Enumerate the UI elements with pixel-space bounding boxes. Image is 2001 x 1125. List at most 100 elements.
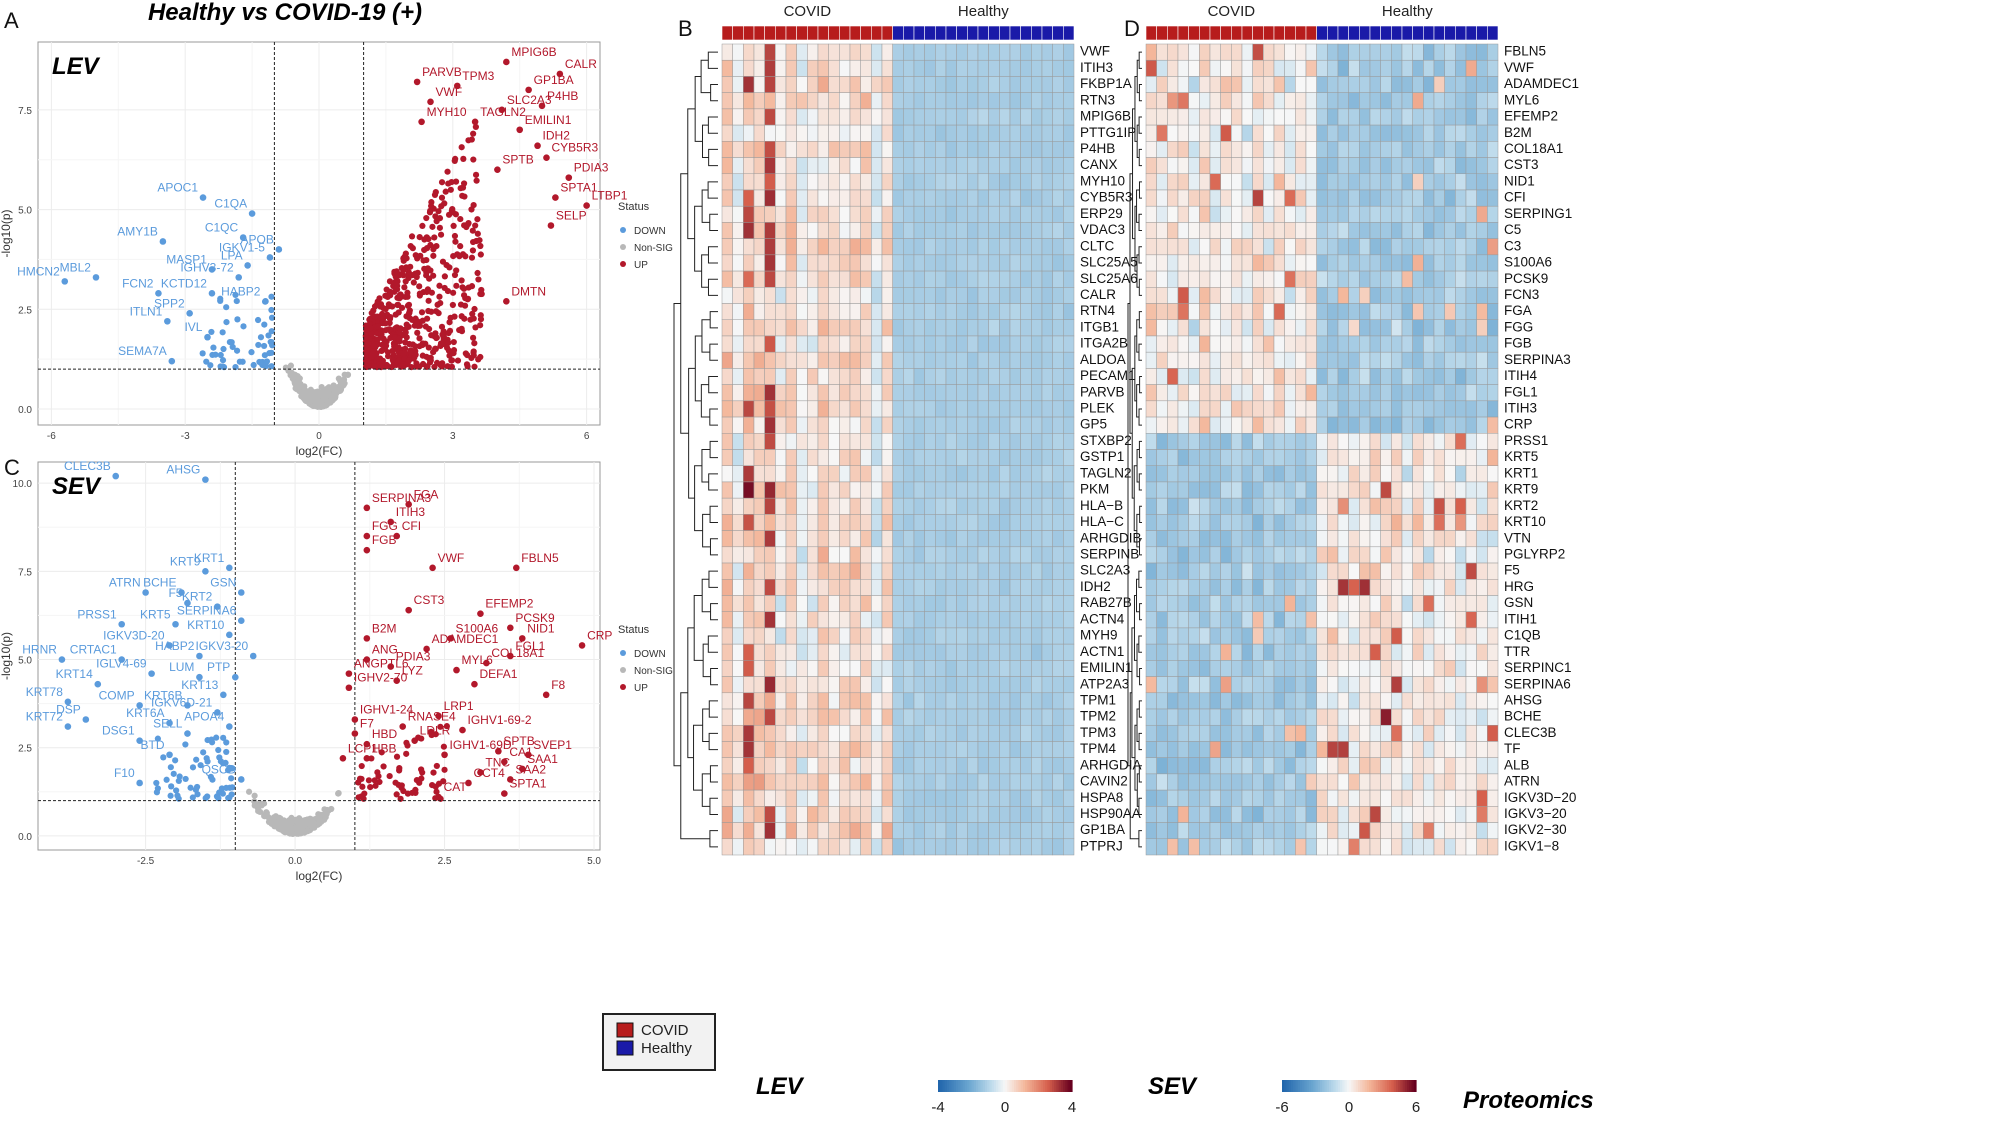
heatmap-cell bbox=[753, 351, 765, 369]
heatmap-cell bbox=[1220, 351, 1232, 369]
heatmap-cell bbox=[967, 806, 979, 823]
heatmap-cell bbox=[1327, 238, 1339, 256]
heatmap-cell bbox=[1316, 627, 1328, 645]
labeled-point bbox=[226, 723, 233, 730]
heatmap-cell bbox=[1241, 530, 1253, 548]
heatmap-cell bbox=[839, 838, 851, 856]
heatmap-cell bbox=[1031, 643, 1043, 661]
data-point bbox=[377, 334, 385, 341]
heatmap-cell bbox=[1348, 238, 1360, 256]
data-point bbox=[448, 178, 455, 186]
row-label: PKM bbox=[1080, 482, 1109, 497]
color-scale-step bbox=[962, 1080, 966, 1092]
heatmap-cell bbox=[1348, 384, 1360, 402]
heatmap-cell bbox=[839, 157, 851, 175]
heatmap-cell bbox=[1009, 141, 1021, 158]
heatmap-cell bbox=[1041, 724, 1053, 742]
heatmap-cell bbox=[1220, 189, 1232, 207]
heatmap-cell bbox=[1220, 157, 1232, 175]
heatmap-cell bbox=[1252, 416, 1264, 434]
heatmap-cell bbox=[1231, 611, 1243, 629]
point-label: SPTA1 bbox=[560, 181, 597, 195]
heatmap-cell bbox=[1052, 579, 1064, 596]
data-point bbox=[441, 273, 448, 280]
heatmap-cell bbox=[1455, 205, 1467, 223]
heatmap-cell bbox=[1423, 465, 1435, 483]
heatmap-cell bbox=[1487, 627, 1499, 645]
data-point bbox=[437, 340, 445, 347]
heatmap-cell bbox=[1359, 59, 1371, 77]
heatmap-cell bbox=[1063, 287, 1075, 304]
heatmap-cell bbox=[1241, 481, 1253, 499]
heatmap-cell bbox=[1348, 303, 1360, 320]
heatmap-cell bbox=[1220, 579, 1232, 596]
heatmap-cell bbox=[956, 562, 968, 580]
heatmap-cell bbox=[1391, 465, 1403, 483]
labeled-point bbox=[351, 716, 359, 723]
heatmap-cell bbox=[1177, 351, 1189, 369]
heatmap-cell bbox=[924, 757, 936, 775]
heatmap-cell bbox=[1209, 43, 1221, 61]
heatmap-cell bbox=[721, 497, 733, 515]
heatmap-cell bbox=[999, 660, 1011, 677]
heatmap-cell bbox=[732, 319, 744, 337]
heatmap-cell bbox=[1380, 319, 1392, 337]
heatmap-cell bbox=[1156, 222, 1168, 239]
row-label: EFEMP2 bbox=[1504, 109, 1558, 124]
heatmap-cell bbox=[1041, 384, 1053, 402]
heatmap-cell bbox=[999, 270, 1011, 288]
dendrogram-branch bbox=[710, 84, 718, 102]
heatmap-cell bbox=[839, 141, 851, 158]
heatmap-cell bbox=[945, 595, 957, 612]
heatmap-cell bbox=[764, 433, 776, 450]
heatmap-cell bbox=[977, 465, 989, 483]
heatmap-cell bbox=[913, 449, 925, 466]
heatmap-cell bbox=[903, 238, 915, 256]
heatmap-cell bbox=[1337, 43, 1349, 61]
heatmap-cell bbox=[1252, 481, 1264, 499]
panel-letter-c: C bbox=[4, 455, 20, 480]
dendrogram-branch bbox=[707, 635, 718, 653]
data-point bbox=[471, 340, 478, 347]
data-point bbox=[436, 282, 443, 289]
heatmap-cell bbox=[1316, 92, 1328, 110]
heatmap-cell bbox=[1487, 254, 1499, 272]
data-point bbox=[229, 784, 236, 791]
heatmap-cell bbox=[1041, 205, 1053, 223]
data-point bbox=[433, 334, 440, 342]
heatmap-cell bbox=[1476, 319, 1488, 337]
heatmap-cell bbox=[945, 351, 957, 369]
heatmap-cell bbox=[1041, 514, 1053, 531]
heatmap-cell bbox=[1231, 157, 1243, 175]
heatmap-cell bbox=[817, 724, 829, 742]
heatmap-cell bbox=[1220, 497, 1232, 515]
heatmap-cell bbox=[817, 108, 829, 126]
heatmap-cell bbox=[1231, 335, 1243, 353]
heatmap-cell bbox=[1327, 416, 1339, 434]
heatmap-cell bbox=[1487, 222, 1499, 239]
row-label: S100A6 bbox=[1504, 255, 1552, 270]
heatmap-cell bbox=[1220, 481, 1232, 499]
heatmap-cell bbox=[1041, 368, 1053, 385]
heatmap-cell bbox=[1020, 254, 1032, 272]
heatmap-cell bbox=[1031, 43, 1043, 61]
heatmap-cell bbox=[1220, 368, 1232, 385]
heatmap-cell bbox=[1063, 611, 1075, 629]
heatmap-cell bbox=[1476, 530, 1488, 548]
heatmap-cell bbox=[956, 189, 968, 207]
heatmap-cell bbox=[1465, 433, 1477, 450]
data-point bbox=[433, 218, 440, 225]
heatmap-cell bbox=[1199, 400, 1211, 418]
heatmap-cell bbox=[1465, 368, 1477, 385]
heatmap-cell bbox=[785, 676, 797, 694]
heatmap-cell bbox=[860, 724, 872, 742]
heatmap-cell bbox=[945, 530, 957, 548]
heatmap-cell bbox=[999, 303, 1011, 320]
heatmap-cell bbox=[849, 270, 861, 288]
heatmap-cell bbox=[1241, 59, 1253, 77]
heatmap-cell bbox=[1041, 108, 1053, 126]
heatmap-cell bbox=[849, 433, 861, 450]
heatmap-cell bbox=[1423, 157, 1435, 175]
heatmap-cell bbox=[1252, 433, 1264, 450]
heatmap-cell bbox=[1188, 76, 1200, 93]
